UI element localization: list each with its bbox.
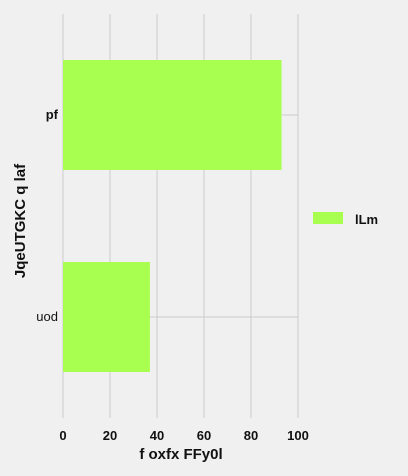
bar-uod: [63, 262, 150, 372]
bar-pf: [63, 60, 282, 170]
legend-swatch: [313, 212, 343, 224]
x-tick-label: 40: [150, 428, 164, 443]
y-axis-title: JqeUTGKC q laf: [12, 163, 29, 278]
legend: lLm: [313, 212, 378, 227]
y-tick-label: uod: [36, 309, 58, 324]
legend-label: lLm: [355, 212, 378, 227]
x-axis-title: f oxfx FFy0l: [139, 446, 222, 463]
y-tick-label: pf: [46, 107, 59, 122]
x-tick-label: 100: [287, 428, 309, 443]
x-tick-label: 0: [59, 428, 66, 443]
x-tick-label: 80: [244, 428, 258, 443]
x-tick-label: 60: [197, 428, 211, 443]
x-tick-labels: 0 20 40 60 80 100: [59, 428, 308, 443]
y-tick-labels: pf uod: [36, 107, 58, 324]
x-tick-label: 20: [103, 428, 117, 443]
bar-layer: [63, 60, 282, 372]
